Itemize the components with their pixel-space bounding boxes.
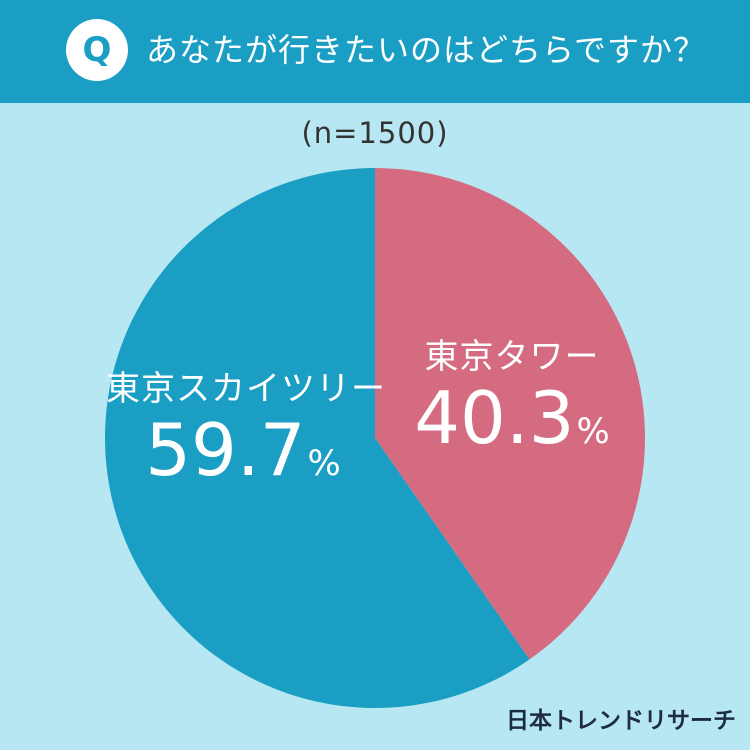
question-title: あなたが行きたいのはどちらですか？ [146,31,707,69]
question-badge: Q [66,19,128,81]
skytree-percent-number: 59.7 [145,408,306,492]
skytree-percent-unit: % [307,444,341,484]
tower-slice-label: 東京タワー 40.3% [413,337,611,473]
tower-label-name: 東京タワー [424,337,600,377]
question-header: Q あなたが行きたいのはどちらですか？ [0,0,750,103]
skytree-label-name: 東京スカイツリー [106,369,386,409]
source-credit: 日本トレンドリサーチ [506,708,736,734]
tower-label-value: 40.3% [413,377,611,473]
tower-percent-number: 40.3 [414,376,575,460]
skytree-label-value: 59.7% [106,409,380,505]
skytree-slice-label: 東京スカイツリー 59.7% [106,369,386,505]
skytree-pie-slice [105,168,530,708]
tower-percent-unit: % [576,412,610,452]
tower-pie-slice [375,168,646,660]
sample-size: (n=1500) [301,116,449,150]
